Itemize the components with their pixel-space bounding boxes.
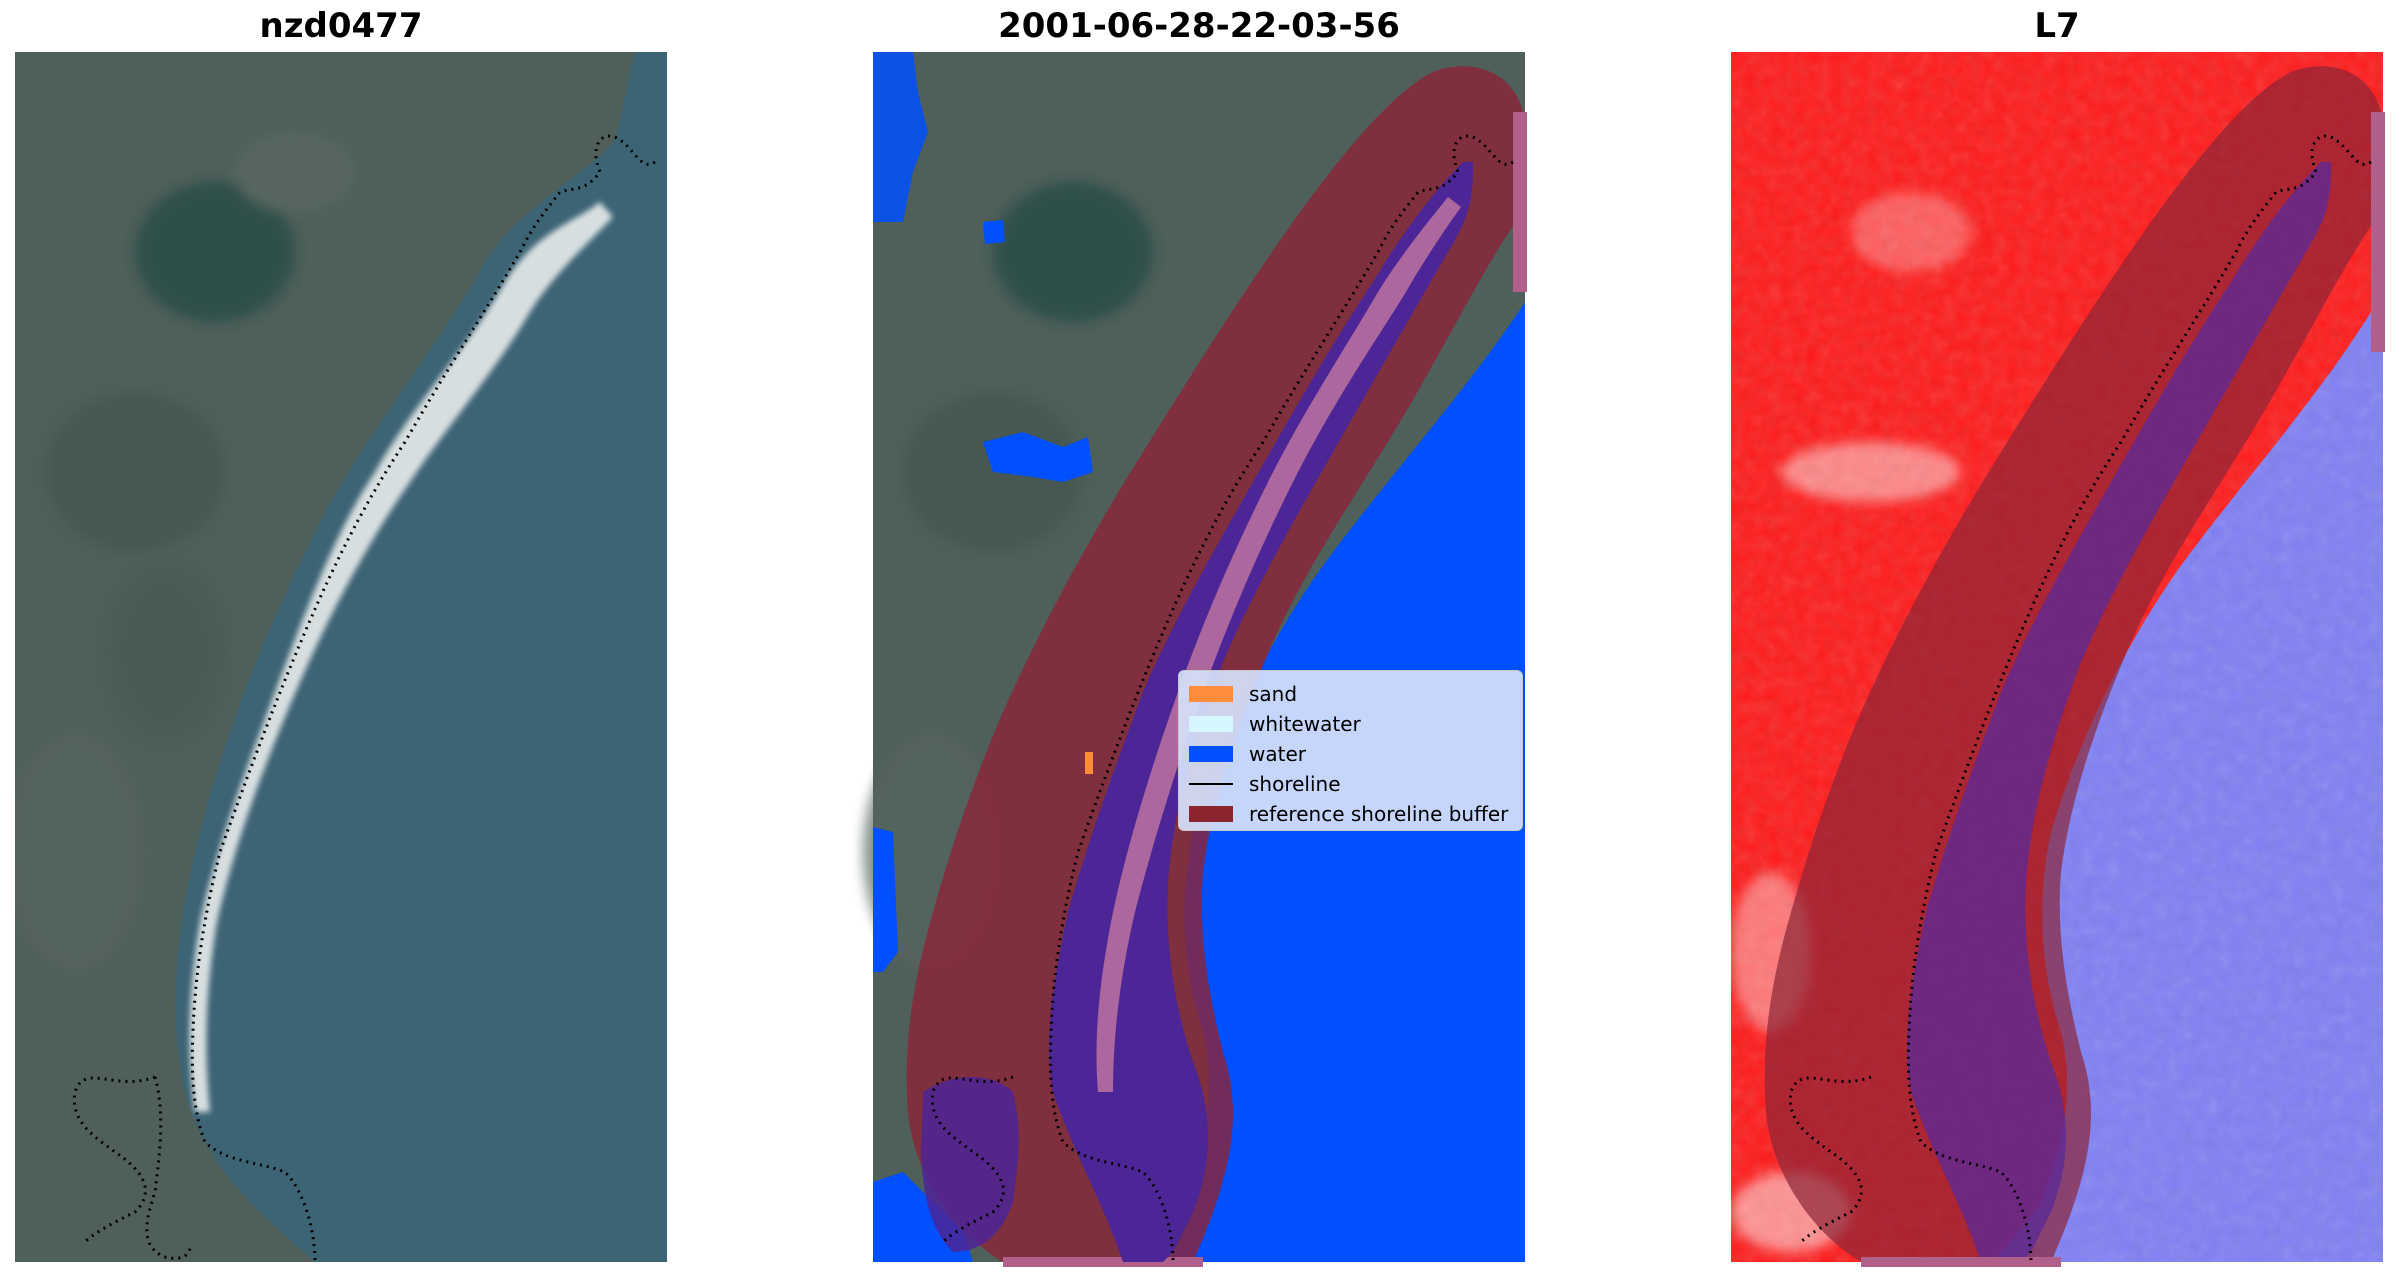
legend-swatch-whitewater (1189, 716, 1233, 732)
index-map (1731, 52, 2385, 1267)
panel-title-rgb: nzd0477 (259, 6, 423, 46)
classified-image-panel (863, 52, 1527, 1267)
legend-swatch-sand (1189, 686, 1233, 702)
legend: sand whitewater water shoreline referenc… (1178, 670, 1523, 831)
buffer-fringe-bottom (1003, 1257, 1203, 1267)
water-noise-1 (983, 220, 1005, 244)
buffer-fringe-right (1513, 112, 1527, 292)
legend-item-buffer: reference shoreline buffer (1189, 799, 1512, 829)
lagoon-water (921, 1077, 1019, 1252)
panel-title-index: L7 (2034, 6, 2080, 46)
water-in-buffer (1048, 162, 1473, 1262)
legend-item-shoreline: shoreline (1189, 769, 1512, 799)
panel-title-classified: 2001-06-28-22-03-56 (998, 6, 1400, 46)
rgb-satellite-image (15, 52, 667, 1262)
water-noise-3 (873, 827, 898, 972)
legend-label-shoreline: shoreline (1249, 772, 1341, 796)
sand-patch (1085, 752, 1093, 774)
legend-item-sand: sand (1189, 679, 1512, 709)
shoreline-inlet (145, 1076, 192, 1260)
water-in-buffer (1906, 162, 2331, 1262)
legend-label-water: water (1249, 742, 1306, 766)
classification-map (863, 52, 1527, 1267)
buffer-fringe-right (2371, 112, 2385, 352)
water-noise-2 (983, 432, 1093, 482)
legend-line-shoreline (1189, 783, 1233, 785)
index-image-panel (1731, 52, 2385, 1267)
legend-label-sand: sand (1249, 682, 1298, 706)
legend-swatch-buffer (1189, 806, 1233, 822)
legend-item-whitewater: whitewater (1189, 709, 1512, 739)
legend-swatch-water (1189, 746, 1233, 762)
legend-label-whitewater: whitewater (1249, 712, 1361, 736)
buffer-fringe-bottom (1861, 1257, 2061, 1267)
legend-item-water: water (1189, 739, 1512, 769)
legend-label-buffer: reference shoreline buffer (1249, 802, 1509, 826)
rgb-image-panel (15, 52, 667, 1262)
sea-area (175, 52, 667, 1262)
water-noise-top (873, 52, 928, 222)
